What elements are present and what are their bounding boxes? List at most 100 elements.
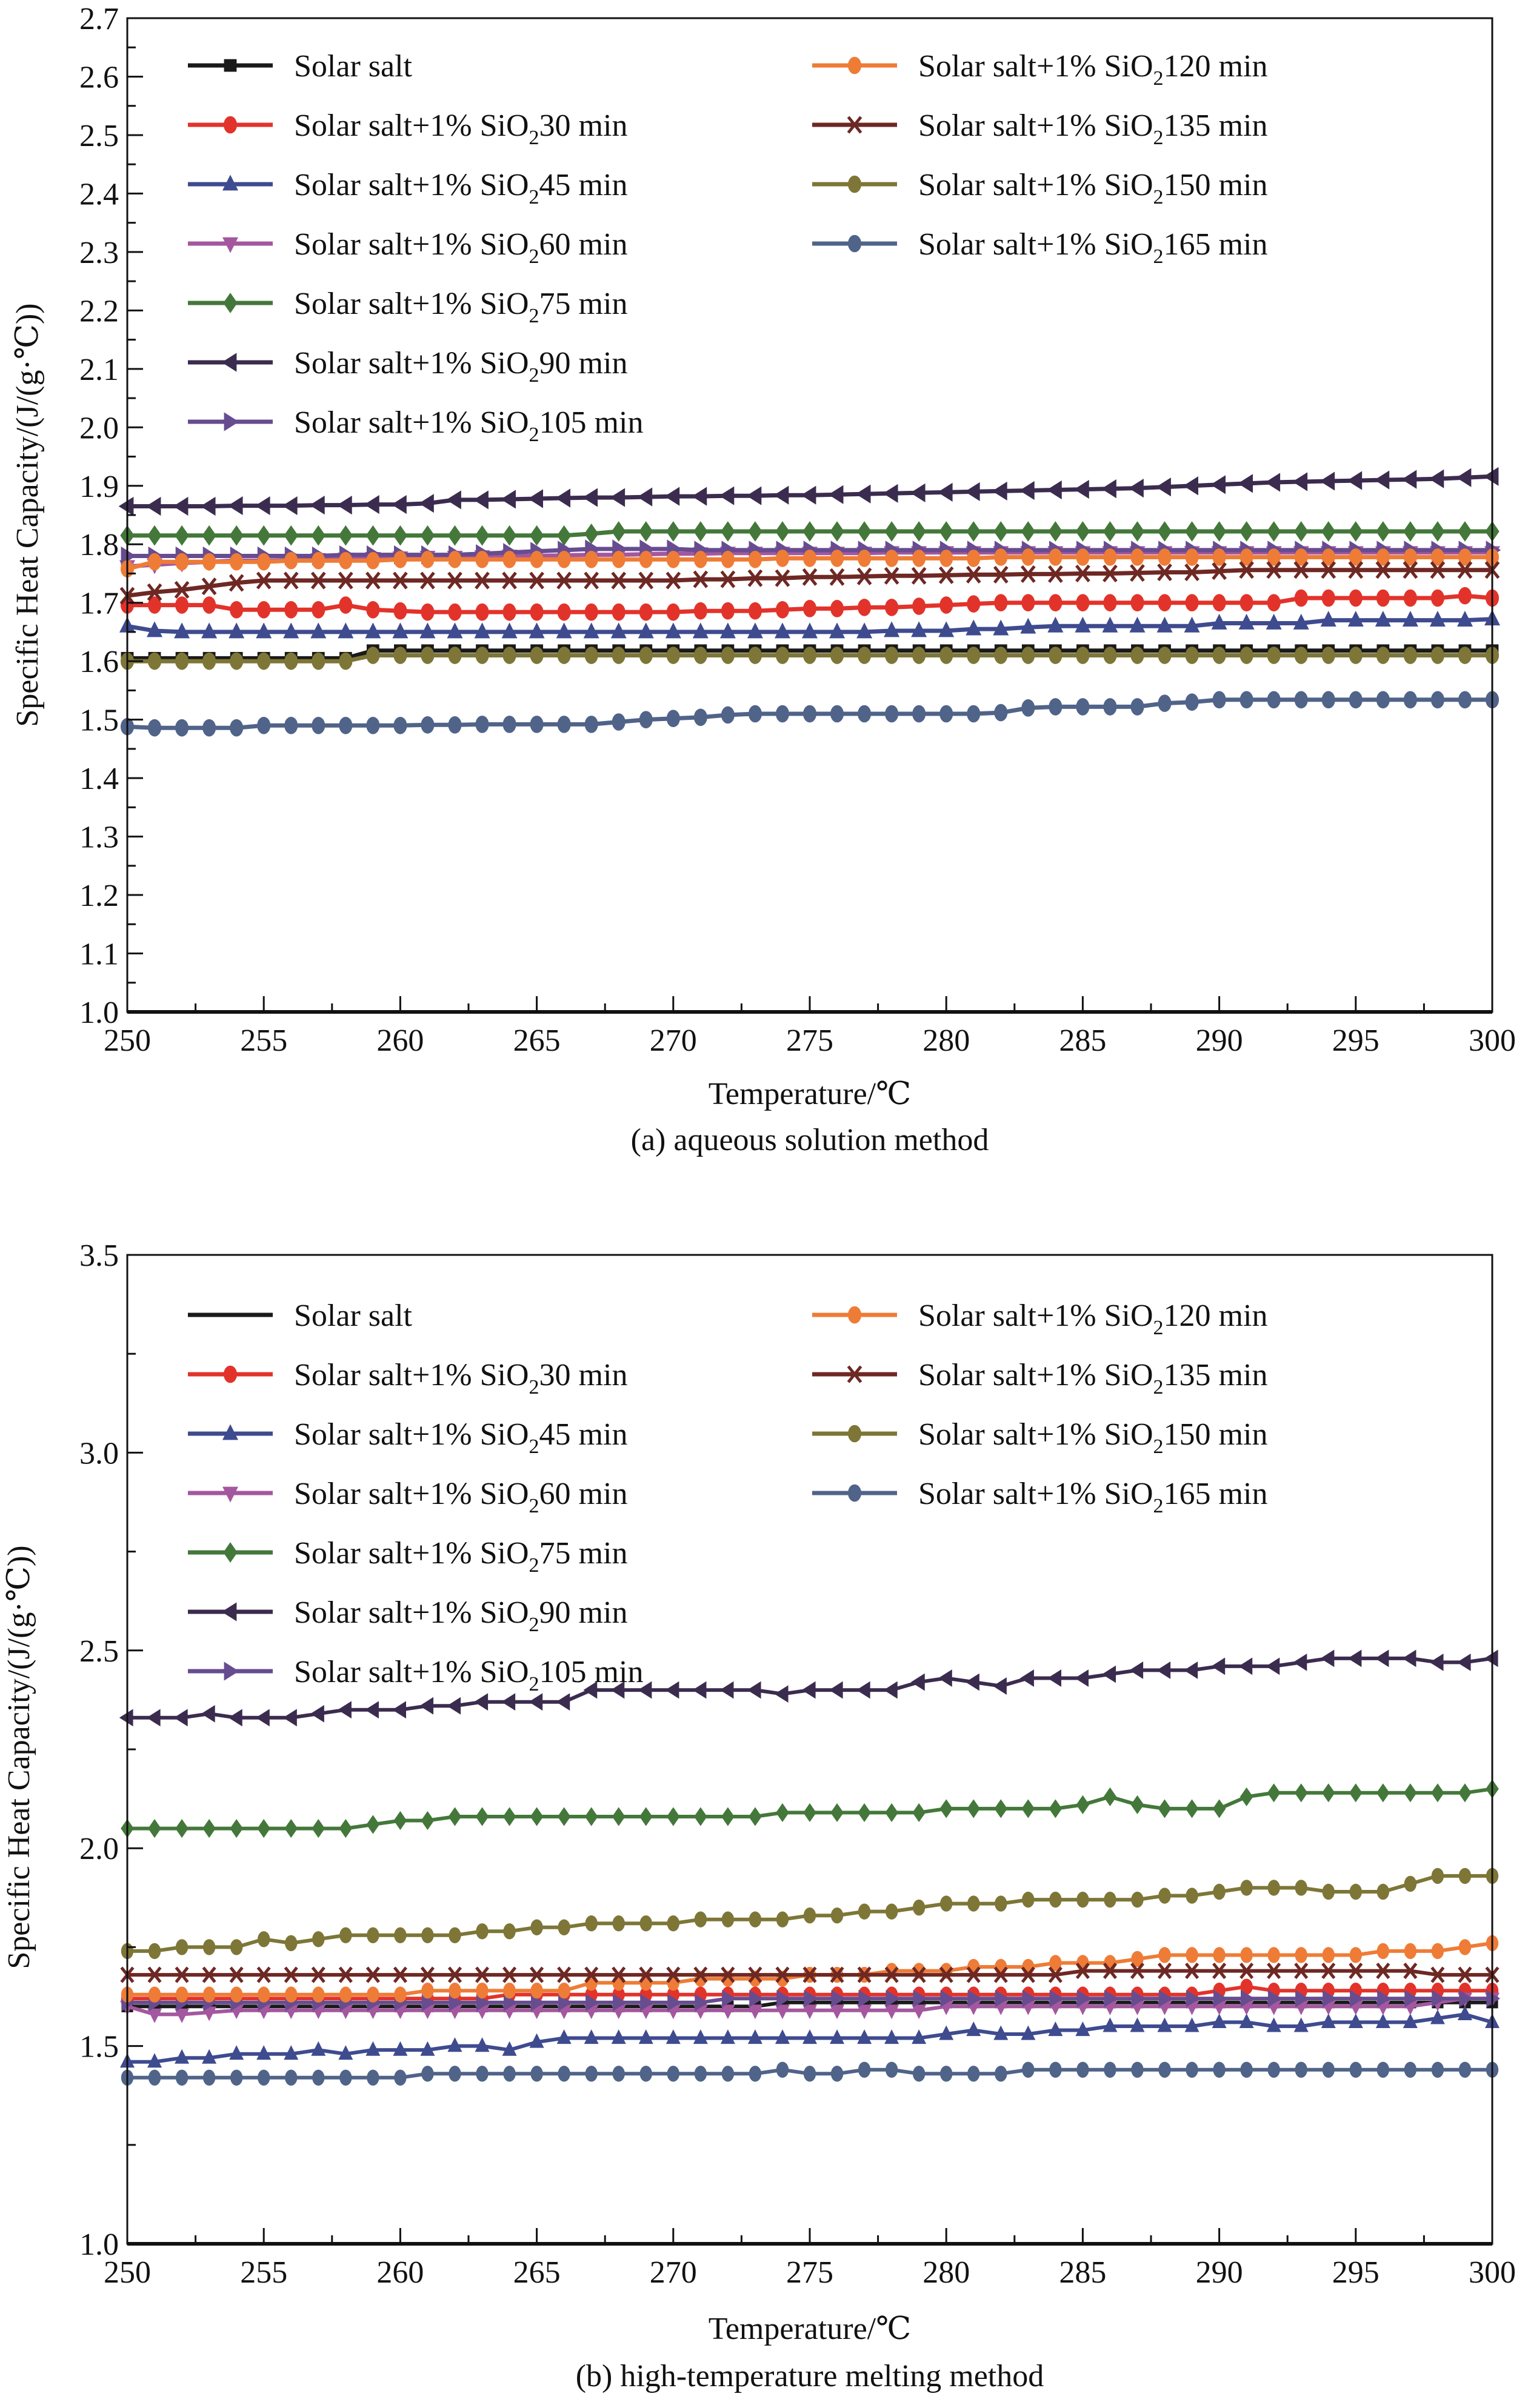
data-point bbox=[312, 652, 325, 670]
data-point bbox=[773, 485, 789, 505]
data-point bbox=[883, 1681, 898, 1699]
legend-label: Solar salt+1% SiO2135 min bbox=[918, 108, 1267, 149]
data-point bbox=[912, 521, 926, 542]
data-point bbox=[1075, 1669, 1089, 1687]
data-point bbox=[885, 647, 899, 664]
data-point bbox=[502, 525, 517, 546]
data-point bbox=[338, 2045, 353, 2060]
data-point bbox=[284, 525, 298, 546]
data-point bbox=[885, 550, 899, 567]
data-point bbox=[1293, 561, 1309, 579]
data-point bbox=[557, 1807, 571, 1826]
data-point bbox=[1239, 1787, 1253, 1806]
data-point bbox=[1240, 2061, 1253, 2078]
y-tick-label: 2.7 bbox=[79, 2, 119, 36]
data-point bbox=[830, 600, 844, 617]
data-point bbox=[612, 2066, 625, 2082]
data-point bbox=[202, 1986, 216, 2003]
data-point bbox=[258, 1986, 270, 2003]
data-point bbox=[448, 716, 462, 734]
data-point bbox=[967, 550, 981, 567]
data-point bbox=[995, 1895, 1007, 1912]
data-point bbox=[365, 2041, 381, 2056]
data-point bbox=[1430, 2009, 1445, 2024]
data-point bbox=[503, 2066, 516, 2082]
data-point bbox=[884, 521, 899, 542]
data-point bbox=[1292, 472, 1308, 491]
data-point bbox=[993, 565, 1009, 584]
data-point bbox=[394, 1986, 407, 2003]
data-point bbox=[912, 597, 926, 615]
data-point bbox=[993, 2025, 1009, 2040]
data-point bbox=[1075, 616, 1091, 633]
data-point bbox=[1076, 2061, 1089, 2078]
data-point bbox=[1239, 594, 1253, 612]
data-point bbox=[1076, 594, 1090, 612]
legend-marker-icon bbox=[223, 1365, 238, 1383]
data-point bbox=[558, 1994, 572, 2012]
legend-label: Solar salt+1% SiO2165 min bbox=[918, 1477, 1267, 1517]
data-point bbox=[1103, 2017, 1118, 2032]
data-point bbox=[720, 2004, 735, 2020]
x-tick-label: 290 bbox=[1196, 2255, 1243, 2290]
chart-b-y-ticks: 1.0 1.5 2.0 2.5 3.0 3.5 bbox=[79, 1239, 143, 2262]
data-point bbox=[528, 489, 543, 508]
legend-label: Solar salt+1% SiO275 min bbox=[294, 287, 627, 327]
data-point bbox=[284, 652, 298, 670]
data-point bbox=[530, 551, 544, 568]
data-point bbox=[1212, 2014, 1227, 2029]
legend-marker-icon bbox=[224, 1661, 239, 1681]
data-point bbox=[1075, 521, 1090, 542]
data-point bbox=[1049, 1955, 1062, 1971]
data-point bbox=[367, 2069, 379, 2086]
data-point bbox=[613, 1994, 627, 2012]
data-point bbox=[1430, 589, 1444, 607]
data-point bbox=[555, 488, 571, 508]
data-point bbox=[201, 622, 218, 639]
legend-label: Solar salt+1% SiO2165 min bbox=[918, 227, 1267, 268]
data-point bbox=[884, 2029, 899, 2044]
data-point bbox=[1020, 1669, 1034, 1687]
data-point bbox=[584, 603, 598, 621]
y-tick-label: 2.2 bbox=[79, 294, 119, 328]
data-point bbox=[529, 2033, 544, 2048]
data-point bbox=[912, 2004, 927, 2020]
data-point bbox=[475, 716, 489, 733]
data-point bbox=[1376, 589, 1390, 607]
data-point bbox=[1267, 1963, 1281, 1980]
data-point bbox=[1375, 1649, 1389, 1668]
data-point bbox=[967, 1895, 980, 1912]
data-point bbox=[801, 485, 816, 505]
data-point bbox=[1210, 475, 1226, 494]
data-point bbox=[175, 719, 189, 737]
data-point bbox=[419, 622, 436, 639]
data-point bbox=[474, 622, 490, 639]
legend-item: Solar salt+1% SiO230 min bbox=[188, 1358, 627, 1399]
data-point bbox=[147, 596, 162, 614]
data-point bbox=[830, 2029, 845, 2044]
data-point bbox=[118, 496, 134, 516]
data-point bbox=[1377, 1989, 1392, 2007]
data-point bbox=[665, 1681, 679, 1699]
data-point bbox=[257, 716, 271, 734]
data-point bbox=[1103, 1787, 1117, 1806]
data-point bbox=[502, 551, 516, 568]
data-point bbox=[1021, 1799, 1035, 1818]
data-point bbox=[1048, 2021, 1063, 2037]
data-point bbox=[338, 1701, 352, 1719]
data-point bbox=[775, 705, 790, 723]
data-point bbox=[394, 1927, 407, 1944]
data-point bbox=[1294, 521, 1309, 542]
data-point bbox=[1186, 1887, 1198, 1904]
data-point bbox=[1103, 1963, 1117, 1980]
data-point bbox=[1240, 1880, 1253, 1896]
data-point bbox=[1430, 647, 1444, 664]
data-point bbox=[393, 602, 407, 620]
data-point bbox=[1103, 548, 1117, 566]
chart-b-caption: (b) high-temperature melting method bbox=[576, 2359, 1044, 2393]
data-point bbox=[774, 622, 790, 639]
chart-b-y-axis-title: Specific Heat Capacity/(J/(g·℃)) bbox=[2, 1545, 36, 1969]
data-point bbox=[801, 1681, 816, 1699]
data-point bbox=[503, 1994, 518, 2012]
data-point bbox=[1131, 1951, 1144, 1967]
